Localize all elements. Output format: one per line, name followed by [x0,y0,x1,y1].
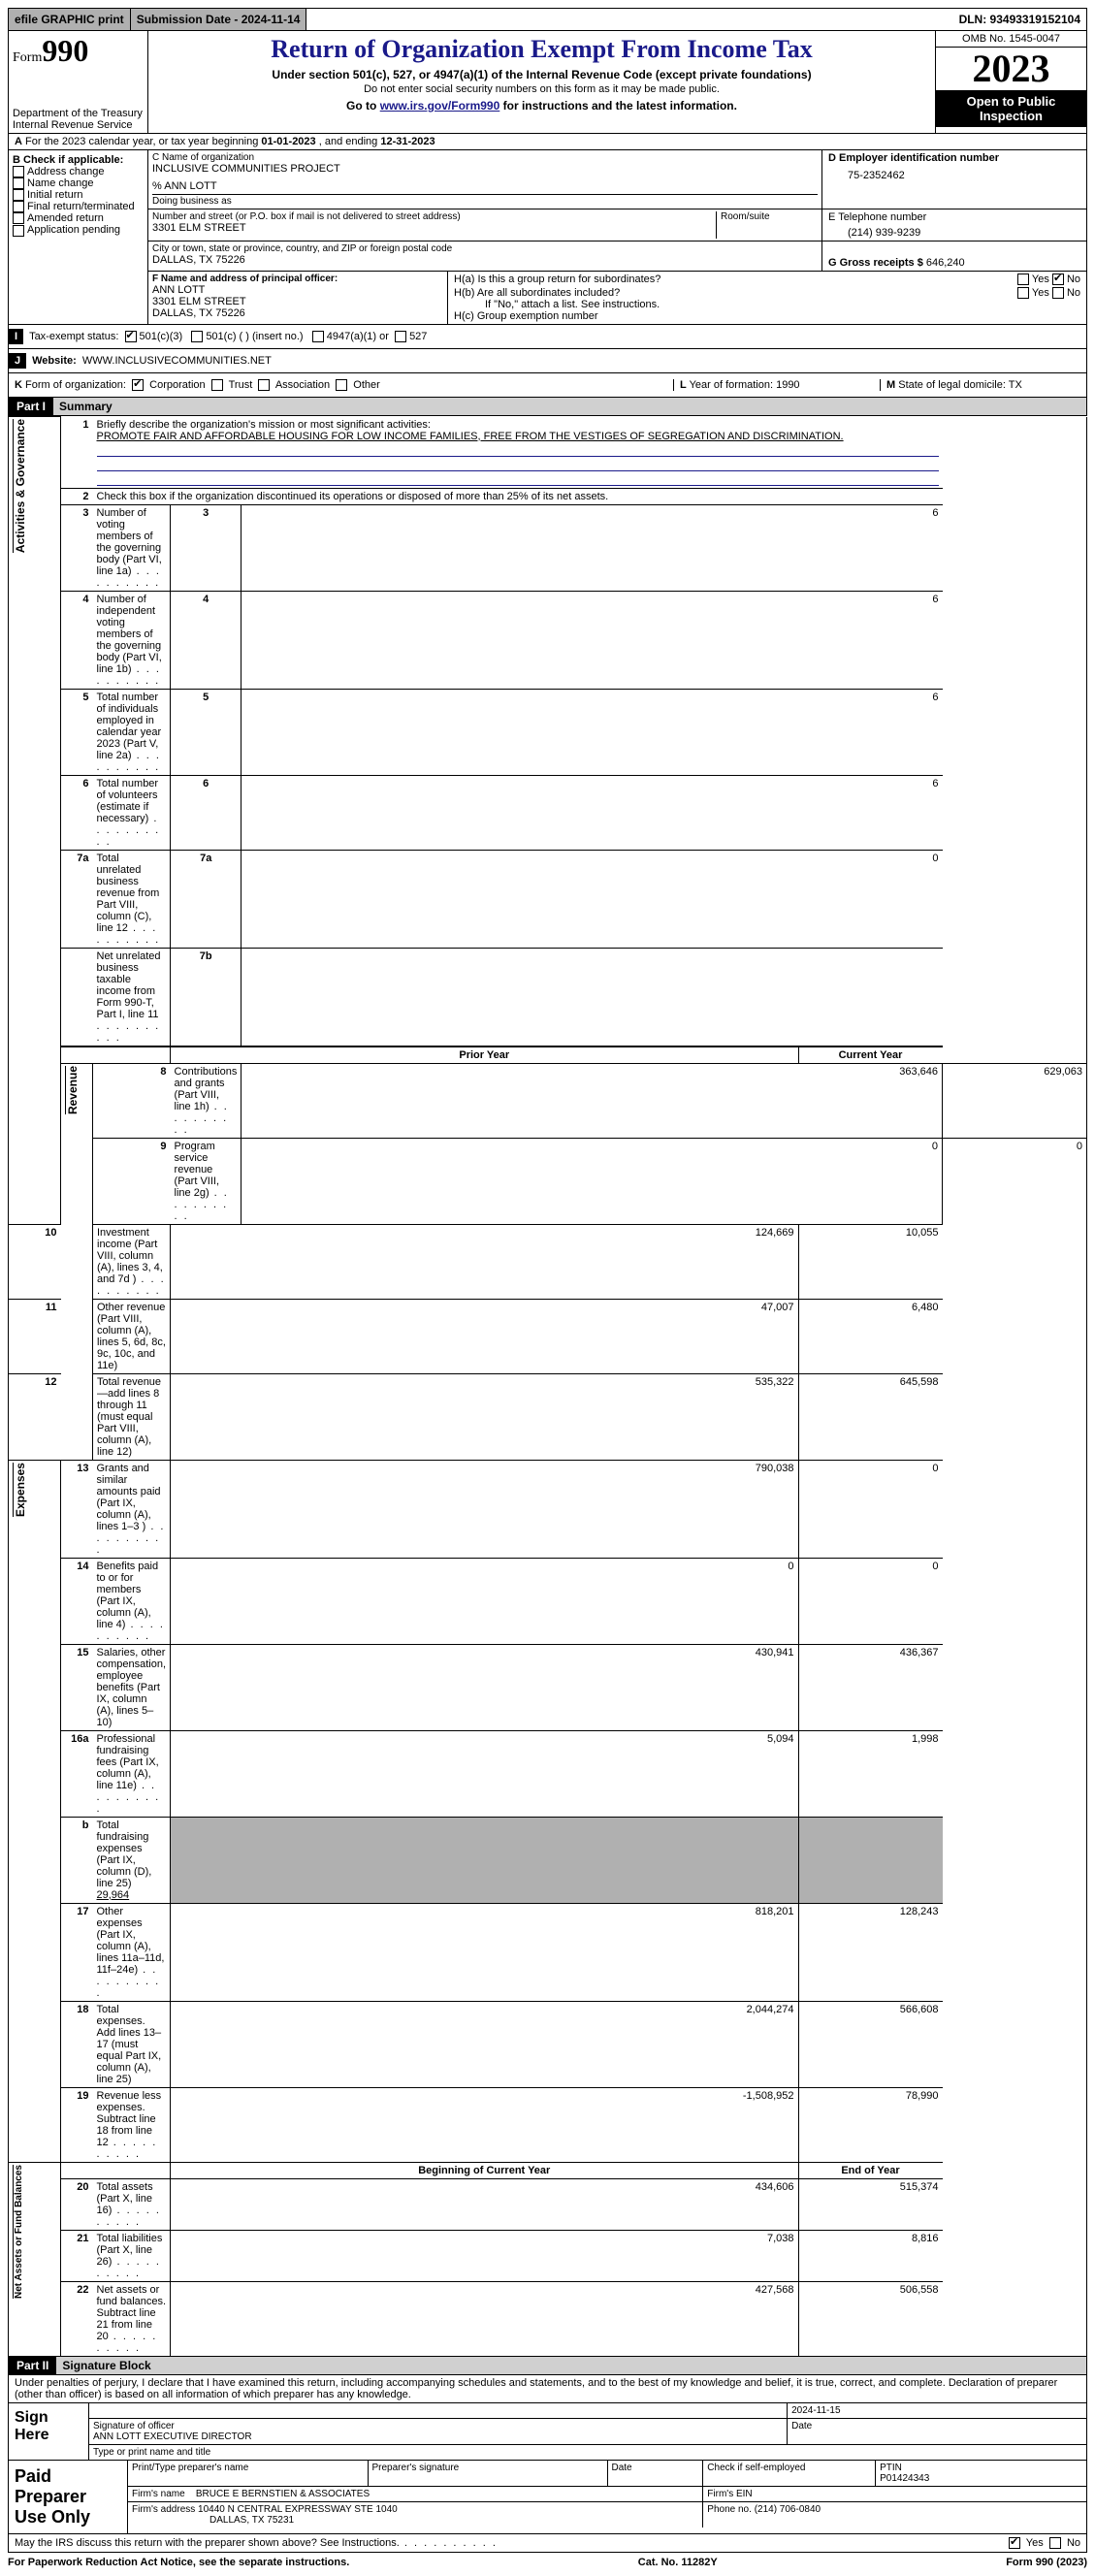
city-label: City or town, state or province, country… [152,243,818,254]
ein-value: 75-2352462 [848,170,1080,181]
chk-hb-no[interactable] [1052,287,1064,299]
chk-hb-yes[interactable] [1017,287,1029,299]
org-name-label: C Name of organization [152,152,818,163]
room-suite-label: Room/suite [716,211,818,239]
tel-value: (214) 939-9239 [848,227,1080,239]
paid-preparer-label: Paid Preparer Use Only [9,2461,128,2533]
chk-ha-yes[interactable] [1017,274,1029,285]
officer-street: 3301 ELM STREET [152,296,443,307]
ha-label: H(a) Is this a group return for subordin… [454,274,1017,285]
penalties-text: Under penalties of perjury, I declare th… [8,2375,1087,2403]
section-net-assets: Net Assets or Fund Balances [13,2165,24,2299]
street-value: 3301 ELM STREET [152,222,716,234]
org-info-block: B Check if applicable: Address change Na… [8,150,1087,325]
row-j: J Website: WWW.INCLUSIVECOMMUNITIES.NET [8,349,1087,373]
open-inspection: Open to Public Inspection [936,90,1086,127]
chk-final-return[interactable] [13,201,24,212]
top-bar: efile GRAPHIC print Submission Date - 20… [8,8,1087,31]
care-of: % ANN LOTT [152,180,818,192]
form-subtitle-1: Under section 501(c), 527, or 4947(a)(1)… [152,68,931,81]
street-label: Number and street (or P.O. box if mail i… [152,211,716,222]
form-title: Return of Organization Exempt From Incom… [152,35,931,64]
chk-trust[interactable] [211,379,223,391]
dba-label: Doing business as [152,194,818,207]
hb-label: H(b) Are all subordinates included? [454,287,1017,299]
hb-note: If "No," attach a list. See instructions… [485,299,1080,310]
officer-name: ANN LOTT [152,284,443,296]
col-b-checkboxes: B Check if applicable: Address change Na… [9,150,148,324]
row-klm: K Form of organization: Corporation Trus… [8,373,1087,398]
line1-label: Briefly describe the organization's miss… [97,419,431,431]
tel-label: E Telephone number [828,211,1080,223]
tax-year: 2023 [936,48,1086,90]
form-subtitle-2: Do not enter social security numbers on … [152,83,931,95]
chk-assoc[interactable] [258,379,270,391]
sign-here-label: Sign Here [9,2403,89,2460]
officer-label: F Name and address of principal officer: [152,274,338,284]
ein-label: D Employer identification number [828,152,999,164]
chk-other[interactable] [336,379,347,391]
efile-label: efile GRAPHIC print [9,9,131,30]
form990-url[interactable]: www.irs.gov/Form990 [380,99,500,113]
form-number: Form990 [13,33,144,69]
chk-4947[interactable] [312,331,324,342]
omb-number: OMB No. 1545-0047 [936,31,1086,48]
goto-link: Go to www.irs.gov/Form990 for instructio… [152,99,931,113]
state-domicile: TX [1009,379,1022,391]
dln: DLN: 93493319152104 [953,9,1086,30]
org-name: INCLUSIVE COMMUNITIES PROJECT [152,163,818,175]
section-governance: Activities & Governance [13,419,27,553]
chk-discuss-no[interactable] [1049,2537,1061,2549]
officer-city: DALLAS, TX 75226 [152,307,443,319]
row-a-tax-year: A For the 2023 calendar year, or tax yea… [8,134,1087,150]
part2-header: Part IISignature Block [8,2357,1087,2375]
chk-501c[interactable] [191,331,203,342]
chk-name-change[interactable] [13,177,24,189]
year-formation: 1990 [776,379,799,391]
hc-label: H(c) Group exemption number [454,310,1080,322]
section-expenses: Expenses [13,1463,27,1517]
chk-app-pending[interactable] [13,225,24,237]
chk-527[interactable] [395,331,406,342]
gross-label: G Gross receipts $ [828,257,923,269]
gross-value: 646,240 [926,257,965,269]
website-value: WWW.INCLUSIVECOMMUNITIES.NET [82,355,272,367]
row-i: I Tax-exempt status: 501(c)(3) 501(c) ( … [8,325,1087,349]
submission-date: Submission Date - 2024-11-14 [131,9,307,30]
section-revenue: Revenue [65,1066,80,1114]
discuss-row: May the IRS discuss this return with the… [8,2534,1087,2553]
chk-ha-no[interactable] [1052,274,1064,285]
chk-amended[interactable] [13,212,24,224]
sign-here-block: Sign Here 2024-11-15 Signature of office… [8,2403,1087,2461]
part1-header: Part ISummary [8,398,1087,416]
chk-discuss-yes[interactable] [1009,2537,1020,2549]
dept-treasury: Department of the Treasury [13,108,144,119]
chk-initial-return[interactable] [13,189,24,201]
chk-501c3[interactable] [125,331,137,342]
mission-text: PROMOTE FAIR AND AFFORDABLE HOUSING FOR … [97,431,844,442]
paid-preparer-block: Paid Preparer Use Only Print/Type prepar… [8,2461,1087,2534]
summary-table: Activities & Governance 1 Briefly descri… [8,416,1087,2357]
irs-label: Internal Revenue Service [13,119,144,131]
chk-corp[interactable] [132,379,144,391]
city-value: DALLAS, TX 75226 [152,254,818,266]
form-header: Form990 Department of the Treasury Inter… [8,31,1087,134]
page-footer: For Paperwork Reduction Act Notice, see … [8,2557,1087,2568]
chk-address-change[interactable] [13,166,24,177]
